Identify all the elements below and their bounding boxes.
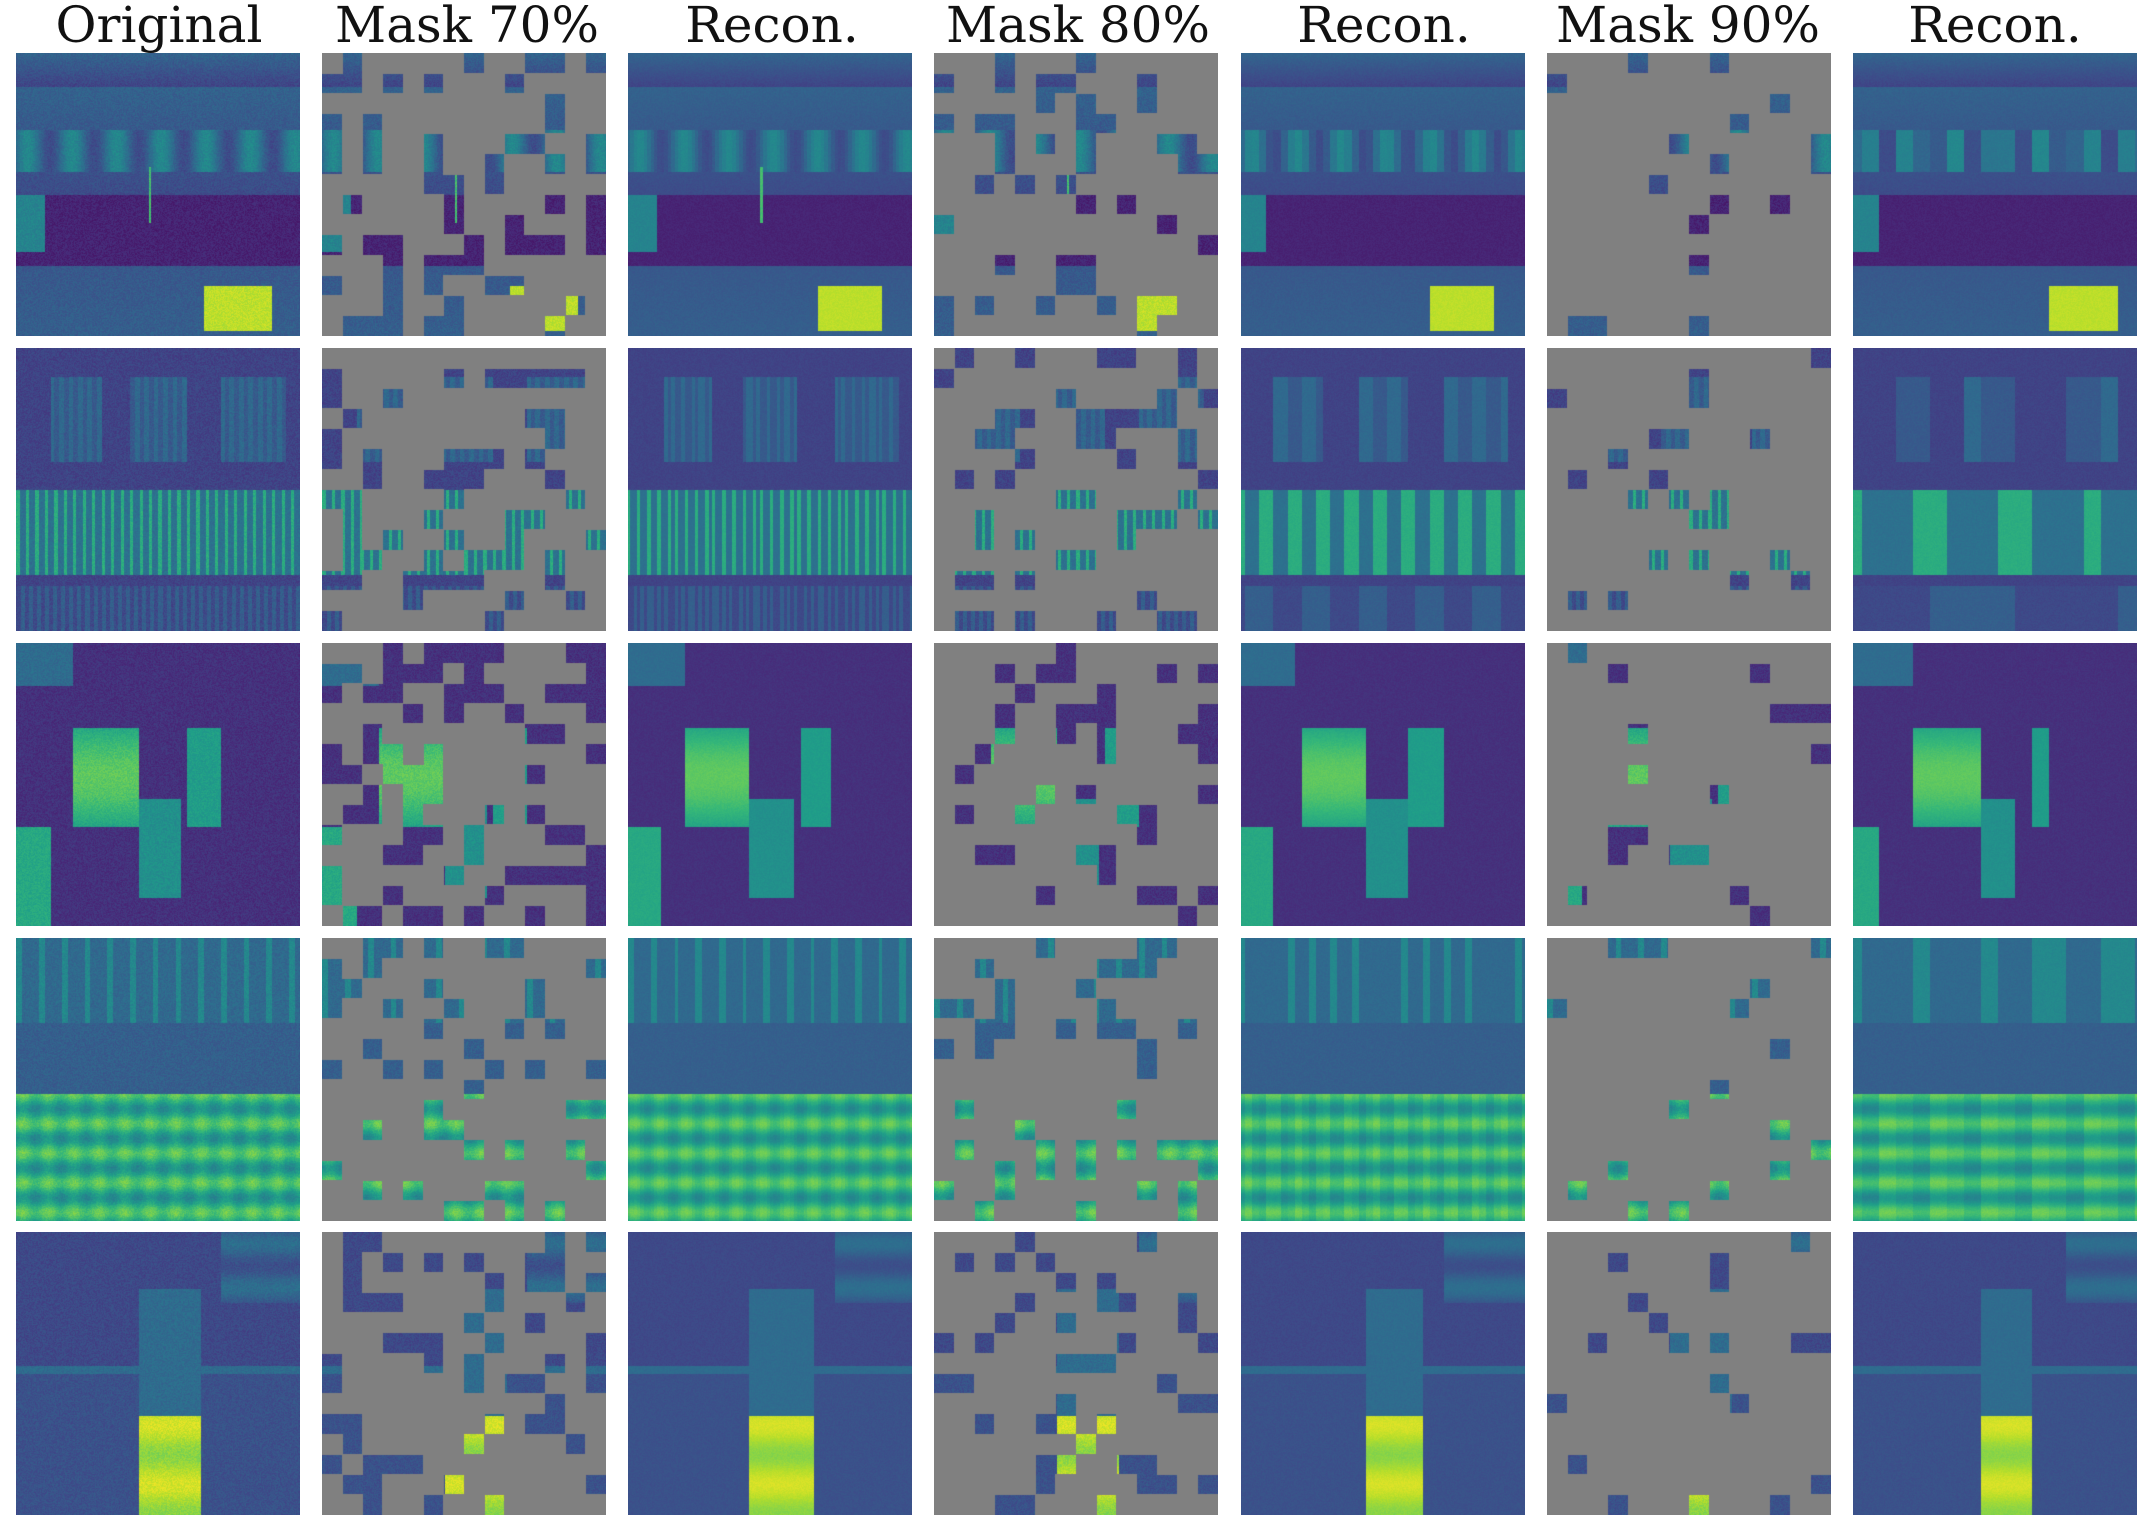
tile-sample-4-mask-3	[934, 938, 1218, 1221]
tile-sample-2-mask-1	[322, 348, 606, 631]
tile-sample-2-mask-5	[1547, 348, 1831, 631]
tile-sample-3-recon-2	[628, 643, 912, 926]
column-title-6: Recon.	[1908, 0, 2082, 54]
tile-sample-1-original-0	[16, 53, 300, 336]
tile-sample-1-recon-4	[1241, 53, 1525, 336]
tile-sample-4-recon-2	[628, 938, 912, 1221]
tile-sample-4-mask-5	[1547, 938, 1831, 1221]
tile-sample-1-recon-6	[1853, 53, 2137, 336]
tile-sample-4-original-0	[16, 938, 300, 1221]
tile-sample-2-mask-3	[934, 348, 1218, 631]
tile-sample-5-recon-4	[1241, 1232, 1525, 1515]
tile-sample-4-recon-4	[1241, 938, 1525, 1221]
tile-sample-1-mask-5	[1547, 53, 1831, 336]
tile-sample-3-original-0	[16, 643, 300, 926]
tile-sample-2-recon-4	[1241, 348, 1525, 631]
tile-sample-3-mask-1	[322, 643, 606, 926]
column-title-2: Recon.	[685, 0, 859, 54]
tile-sample-2-original-0	[16, 348, 300, 631]
column-title-0: Original	[55, 0, 263, 54]
tile-sample-3-mask-3	[934, 643, 1218, 926]
tile-sample-2-recon-6	[1853, 348, 2137, 631]
tile-sample-5-mask-5	[1547, 1232, 1831, 1515]
tile-sample-3-recon-4	[1241, 643, 1525, 926]
column-title-5: Mask 90%	[1556, 0, 1820, 54]
tile-sample-5-recon-6	[1853, 1232, 2137, 1515]
tile-sample-5-recon-2	[628, 1232, 912, 1515]
tile-sample-5-mask-3	[934, 1232, 1218, 1515]
tile-sample-2-recon-2	[628, 348, 912, 631]
tile-sample-1-mask-1	[322, 53, 606, 336]
column-title-4: Recon.	[1297, 0, 1471, 54]
column-title-1: Mask 70%	[335, 0, 599, 54]
tile-sample-5-original-0	[16, 1232, 300, 1515]
tile-sample-4-recon-6	[1853, 938, 2137, 1221]
tile-sample-1-mask-3	[934, 53, 1218, 336]
tile-sample-3-mask-5	[1547, 643, 1831, 926]
column-title-3: Mask 80%	[946, 0, 1210, 54]
tile-sample-5-mask-1	[322, 1232, 606, 1515]
tile-sample-1-recon-2	[628, 53, 912, 336]
tile-sample-4-mask-1	[322, 938, 606, 1221]
tile-sample-3-recon-6	[1853, 643, 2137, 926]
